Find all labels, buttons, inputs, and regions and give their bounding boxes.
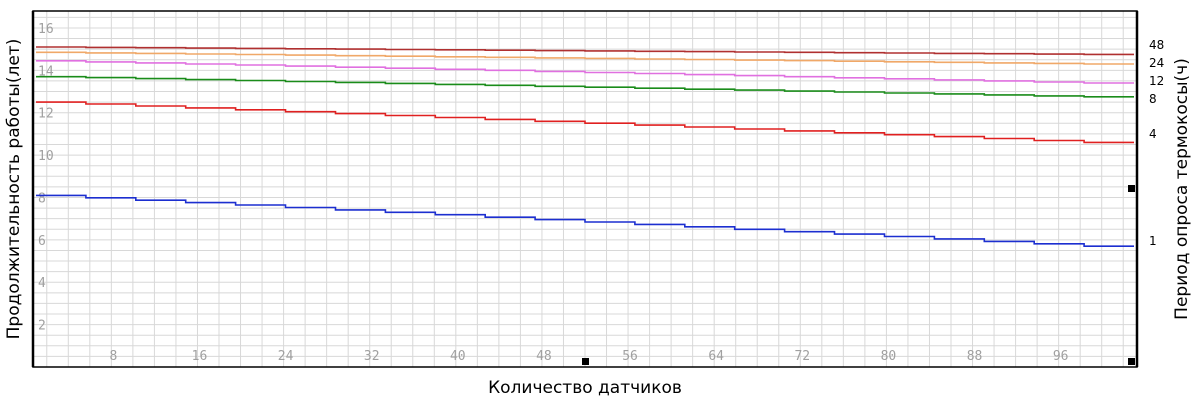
x-tick-label: 48 — [536, 349, 552, 364]
series-line-8 — [36, 75, 1134, 98]
y-axis-label: Продолжительность работы(лет) — [4, 39, 24, 340]
series-line-48 — [36, 46, 1134, 56]
x-tick-label: 40 — [450, 349, 466, 364]
series-line-12 — [36, 60, 1134, 84]
series-line-24 — [36, 51, 1134, 65]
x-tick-label: 64 — [708, 349, 724, 364]
y-tick-label: 14 — [38, 64, 54, 79]
series-label-4: 4 — [1149, 127, 1157, 141]
series-label-48: 48 — [1149, 38, 1164, 52]
x-tick-label: 72 — [794, 349, 810, 364]
y-tick-label: 8 — [38, 191, 46, 206]
y-tick-label: 4 — [38, 276, 46, 291]
x-tick-label: 16 — [192, 349, 208, 364]
marker-square — [1128, 358, 1135, 365]
y-tick-label: 6 — [38, 234, 46, 249]
x-tick-label: 56 — [622, 349, 638, 364]
y-tick-label: 10 — [38, 149, 54, 164]
y-tick-labels: 2 4 6 8 10 12 14 16 — [38, 22, 54, 334]
x-tick-label: 96 — [1053, 349, 1069, 364]
y-tick-label: 12 — [38, 107, 54, 122]
series-line-4 — [36, 101, 1134, 144]
series-label-24: 24 — [1149, 56, 1164, 70]
x-tick-label: 80 — [881, 349, 897, 364]
grid — [33, 11, 1137, 367]
series-label-12: 12 — [1149, 74, 1164, 88]
y-tick-label: 2 — [38, 319, 46, 334]
x-tick-labels: 8 16 24 32 40 48 56 64 72 80 88 96 — [109, 349, 1068, 364]
series-label-1: 1 — [1149, 234, 1157, 248]
series-labels: 48 24 12 8 4 1 — [1149, 38, 1164, 248]
series-label-8: 8 — [1149, 92, 1157, 106]
x-tick-label: 88 — [967, 349, 983, 364]
y-tick-label: 16 — [38, 22, 54, 37]
series-lines — [36, 46, 1134, 247]
x-axis-label: Количество датчиков — [488, 378, 682, 398]
x-tick-label: 24 — [278, 349, 294, 364]
x-tick-label: 32 — [364, 349, 380, 364]
y2-axis-label: Период опроса термокосы(ч) — [1172, 58, 1192, 320]
marker-square — [582, 358, 589, 365]
marker-square — [1128, 185, 1135, 192]
x-tick-label: 8 — [109, 349, 117, 364]
series-line-1 — [36, 194, 1134, 247]
